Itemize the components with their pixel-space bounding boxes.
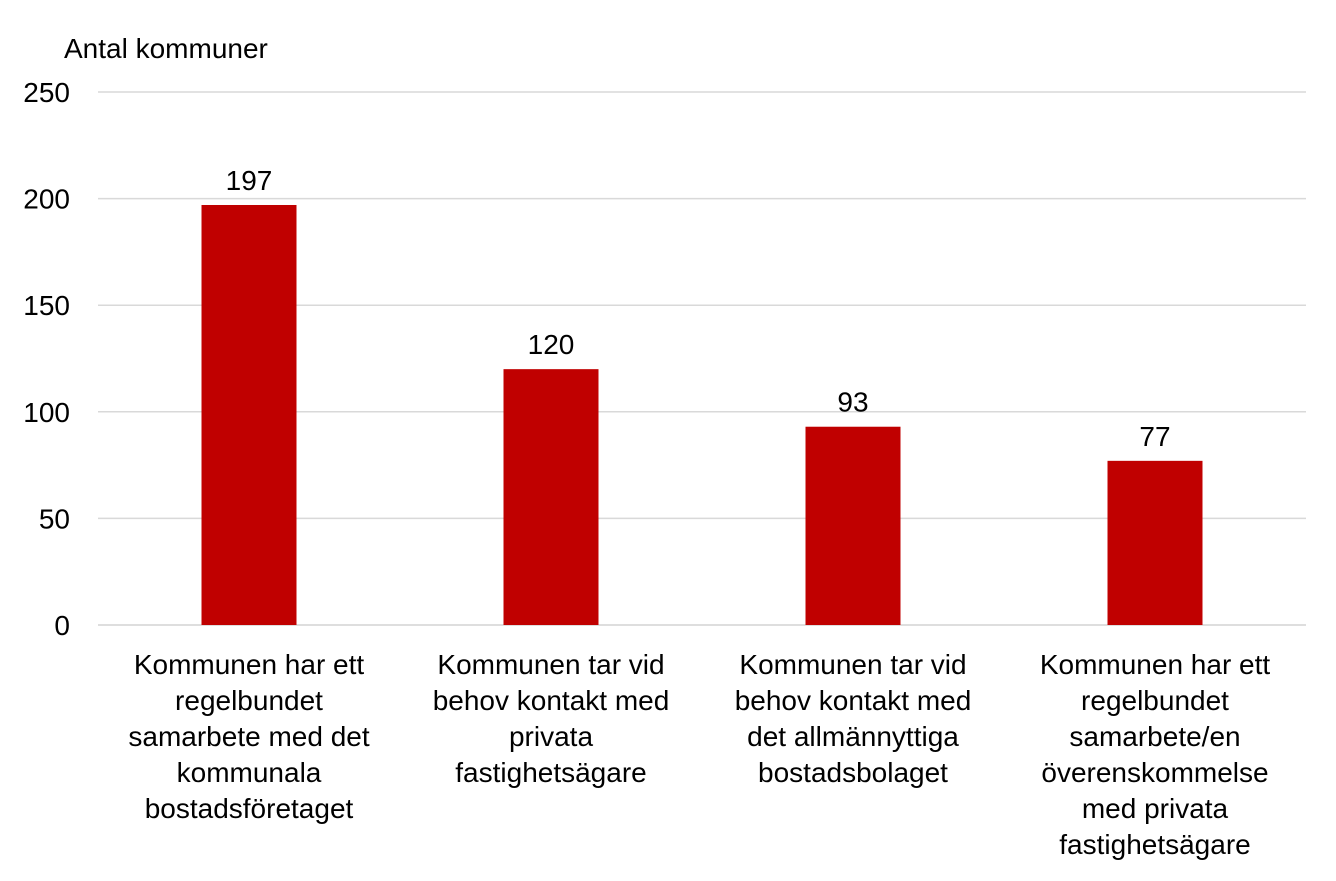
x-category-label-line: samarbete med det [128, 721, 369, 752]
x-category-label-line: privata [509, 721, 593, 752]
y-tick-label-150: 150 [23, 290, 70, 321]
y-tick-label-50: 50 [39, 503, 70, 534]
y-tick-label-250: 250 [23, 77, 70, 108]
bar-1 [201, 204, 297, 625]
gridlines [98, 91, 1306, 626]
y-tick-label-100: 100 [23, 397, 70, 428]
y-axis-title: Antal kommuner [64, 33, 268, 64]
x-category-label-line: behov kontakt med [735, 685, 972, 716]
x-category-label-line: Kommunen tar vid [739, 649, 966, 680]
y-tick-label-200: 200 [23, 184, 70, 215]
x-category-label-line: regelbundet [1081, 685, 1229, 716]
y-tick-label-0: 0 [54, 610, 70, 641]
bar-2 [503, 369, 599, 625]
x-category-label-line: överenskommelse [1041, 757, 1268, 788]
x-category-label-line: regelbundet [175, 685, 323, 716]
x-category-label-4: Kommunen har ett regelbundet samarbete/en ö… [1040, 649, 1271, 860]
x-category-label-2: Kommunen tar vid behov kontakt med privata… [433, 649, 670, 788]
x-category-label-line: Kommunen har ett [1040, 649, 1271, 680]
bar-4 [1107, 460, 1203, 625]
x-category-label-line: behov kontakt med [433, 685, 670, 716]
x-category-label-line: det allmännyttiga [747, 721, 959, 752]
data-label-2: 120 [528, 329, 575, 360]
x-category-label-line: fastighetsägare [455, 757, 646, 788]
bar-3 [805, 426, 901, 625]
x-category-label-line: kommunala [177, 757, 322, 788]
x-category-label-3: Kommunen tar vid behov kontakt med det all… [735, 649, 972, 788]
data-label-1: 197 [226, 165, 273, 196]
x-category-label-line: bostadsbolaget [758, 757, 948, 788]
x-category-label-1: Kommunen har ett regelbundet samarbete med… [128, 649, 369, 824]
data-label-3: 93 [837, 387, 868, 418]
data-label-4: 77 [1139, 421, 1170, 452]
bars [201, 204, 1203, 625]
y-tick-labels: 0 50 100 150 200 250 [23, 77, 70, 641]
x-category-label-line: bostadsföretaget [145, 793, 354, 824]
x-category-label-line: Kommunen har ett [134, 649, 365, 680]
x-category-label-line: samarbete/en [1069, 721, 1240, 752]
x-category-label-line: Kommunen tar vid [437, 649, 664, 680]
x-category-label-line: fastighetsägare [1059, 829, 1250, 860]
x-category-label-line: med privata [1082, 793, 1229, 824]
x-category-labels: Kommunen har ett regelbundet samarbete med… [128, 649, 1270, 860]
data-labels: 197 120 93 77 [226, 165, 1171, 452]
